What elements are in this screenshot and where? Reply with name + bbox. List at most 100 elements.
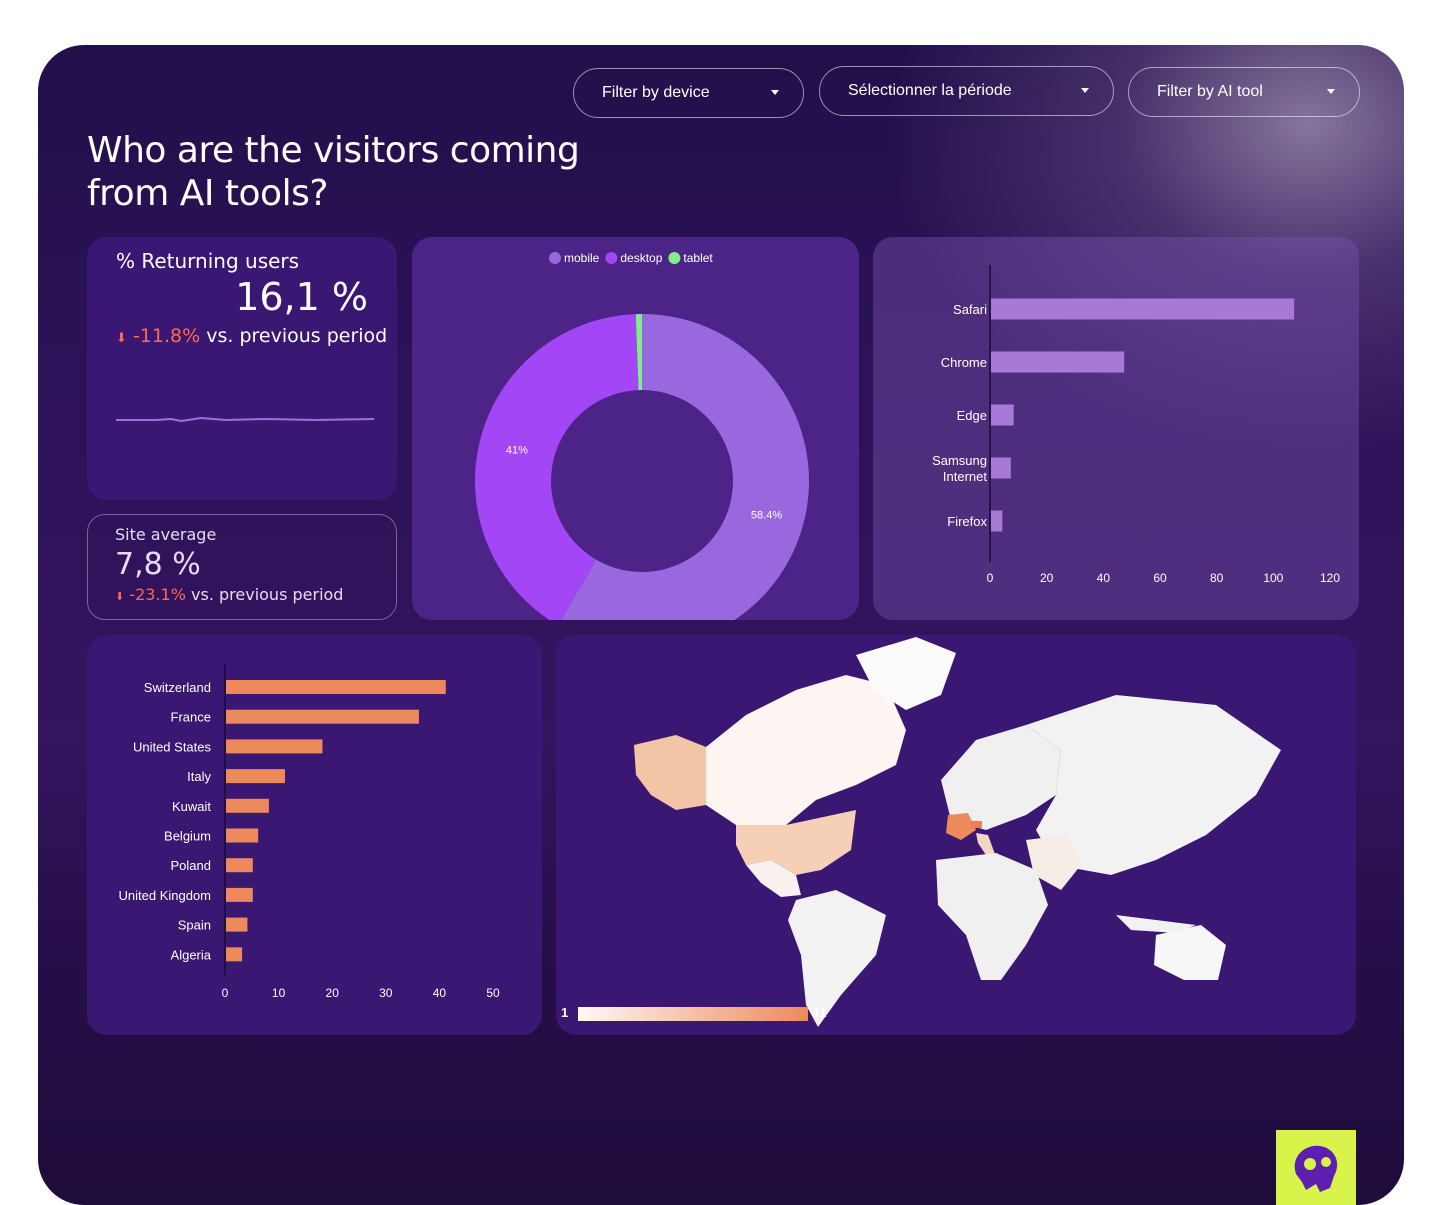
chevron-down-icon bbox=[1327, 89, 1335, 94]
browser-bar-chrome[interactable] bbox=[991, 351, 1125, 373]
down-arrow-icon: ⬇ bbox=[116, 331, 127, 346]
donut-slice-mobile[interactable] bbox=[558, 314, 809, 620]
map-middle-east bbox=[1026, 835, 1081, 890]
brand-logo bbox=[1276, 1130, 1356, 1205]
legend-label-desktop: desktop bbox=[620, 251, 662, 265]
map-greenland bbox=[856, 637, 956, 710]
country-category-label: United States bbox=[133, 739, 212, 754]
country-category-label: Belgium bbox=[164, 829, 211, 844]
donut-slice-label: 58.4% bbox=[751, 510, 782, 522]
legend-swatch-mobile bbox=[549, 252, 561, 264]
country-bar-united-states[interactable] bbox=[226, 739, 323, 754]
country-category-label: Spain bbox=[178, 918, 211, 933]
map-usa bbox=[736, 810, 856, 875]
filter-period-label: Sélectionner la période bbox=[848, 82, 1012, 99]
map-italy bbox=[976, 833, 996, 857]
country-tick-label: 20 bbox=[326, 986, 340, 1000]
country-category-label: Poland bbox=[171, 858, 211, 873]
skull-icon bbox=[1294, 1145, 1338, 1192]
browser-bar-card: Safari Chrome Edge Samsung Internet Firefox 0 2… bbox=[873, 237, 1359, 620]
browser-category-label: Edge bbox=[957, 408, 987, 423]
browser-bar-safari[interactable] bbox=[991, 298, 1295, 320]
donut-slice-desktop[interactable] bbox=[475, 314, 639, 620]
site-average-delta-suffix: vs. previous period bbox=[191, 585, 344, 604]
browser-category-label: Internet bbox=[943, 469, 987, 484]
map-south-america bbox=[788, 890, 886, 1027]
legend-swatch-tablet bbox=[668, 252, 681, 264]
country-tick-label: 40 bbox=[433, 986, 447, 1000]
world-map-card: 1 41 bbox=[556, 635, 1356, 1035]
country-bar-italy[interactable] bbox=[226, 769, 285, 784]
filter-device-label: Filter by device bbox=[602, 84, 710, 101]
site-average-title: Site average bbox=[115, 525, 217, 544]
map-scale-max: 41 bbox=[812, 1005, 827, 1020]
filter-ai-tool-dropdown[interactable]: Filter by AI tool bbox=[1128, 67, 1360, 117]
browser-category-label: Safari bbox=[953, 302, 987, 317]
returning-users-card: % Returning users 16,1 % ⬇ -11.8% vs. pr… bbox=[87, 237, 397, 500]
browser-category-label: Samsung bbox=[932, 453, 987, 468]
site-average-value: 7,8 % bbox=[115, 547, 201, 582]
country-bar-card: Switzerland France United States Italy Kuwai… bbox=[87, 635, 542, 1035]
country-tick-label: 10 bbox=[272, 986, 286, 1000]
country-category-label: Algeria bbox=[171, 947, 212, 962]
browser-tick-label: 100 bbox=[1263, 571, 1283, 585]
country-tick-label: 50 bbox=[486, 986, 500, 1000]
returning-users-delta-suffix: vs. previous period bbox=[206, 325, 388, 347]
returning-users-delta-row: ⬇ -11.8% vs. previous period bbox=[116, 325, 387, 347]
country-bar-belgium[interactable] bbox=[226, 828, 259, 843]
browser-bar-firefox[interactable] bbox=[991, 510, 1003, 532]
browser-tick-label: 60 bbox=[1153, 571, 1167, 585]
map-canada bbox=[706, 675, 906, 825]
chevron-down-icon bbox=[771, 90, 779, 95]
map-france bbox=[946, 813, 976, 840]
map-australia bbox=[1154, 925, 1226, 980]
returning-users-title: % Returning users bbox=[116, 249, 300, 273]
site-average-delta: -23.1% bbox=[129, 585, 186, 604]
country-category-label: Switzerland bbox=[144, 680, 211, 695]
filter-period-dropdown[interactable]: Sélectionner la période bbox=[819, 66, 1114, 116]
map-indonesia bbox=[1116, 915, 1196, 933]
returning-users-sparkline bbox=[116, 416, 374, 423]
country-bar-switzerland[interactable] bbox=[226, 680, 446, 694]
legend-label-mobile: mobile bbox=[564, 251, 600, 265]
country-category-label: France bbox=[171, 710, 211, 725]
browser-bar-samsung-internet[interactable] bbox=[991, 457, 1011, 479]
browser-bar-edge[interactable] bbox=[991, 404, 1014, 426]
country-bar-algeria[interactable] bbox=[226, 947, 243, 962]
browser-tick-label: 120 bbox=[1320, 571, 1340, 585]
returning-users-value: 16,1 % bbox=[235, 275, 368, 319]
browser-tick-label: 0 bbox=[987, 571, 994, 585]
country-category-label: Italy bbox=[187, 769, 211, 784]
country-category-label: United Kingdom bbox=[119, 888, 212, 903]
device-donut-chart: 58.4% 41% mobile desktop tablet bbox=[475, 251, 809, 620]
browser-category-label: Firefox bbox=[947, 514, 987, 529]
country-bar-kuwait[interactable] bbox=[226, 798, 269, 813]
dashboard-frame: Filter by device Sélectionner la période… bbox=[38, 45, 1404, 1205]
device-donut-card: 58.4% 41% mobile desktop tablet bbox=[412, 237, 859, 620]
donut-slice-label: 41% bbox=[506, 445, 528, 457]
map-alaska bbox=[634, 735, 706, 810]
country-tick-label: 30 bbox=[379, 986, 393, 1000]
country-tick-label: 0 bbox=[222, 986, 229, 1000]
map-asia bbox=[1026, 695, 1281, 875]
filter-ai-tool-label: Filter by AI tool bbox=[1157, 83, 1263, 100]
site-average-card: Site average 7,8 % ⬇ -23.1% vs. previous… bbox=[87, 514, 397, 620]
browser-category-label: Chrome bbox=[941, 355, 987, 370]
country-bar-spain[interactable] bbox=[226, 917, 248, 932]
country-bar-chart: Switzerland France United States Italy Kuwai… bbox=[119, 663, 500, 1000]
map-mexico bbox=[746, 860, 801, 897]
returning-users-delta: -11.8% bbox=[132, 325, 201, 347]
legend-swatch-desktop bbox=[605, 252, 618, 264]
page-title: Who are the visitors coming from AI tool… bbox=[87, 130, 580, 214]
country-bar-united-kingdom[interactable] bbox=[226, 887, 253, 902]
filter-device-dropdown[interactable]: Filter by device bbox=[573, 68, 804, 118]
donut-slice-tablet[interactable] bbox=[635, 314, 642, 391]
world-map bbox=[578, 637, 1281, 1027]
map-switzerland bbox=[971, 821, 982, 828]
map-scale-min: 1 bbox=[561, 1005, 569, 1020]
country-bar-poland[interactable] bbox=[226, 858, 253, 873]
browser-tick-label: 80 bbox=[1210, 571, 1224, 585]
country-bar-france[interactable] bbox=[226, 709, 419, 724]
country-category-label: Kuwait bbox=[172, 799, 211, 814]
